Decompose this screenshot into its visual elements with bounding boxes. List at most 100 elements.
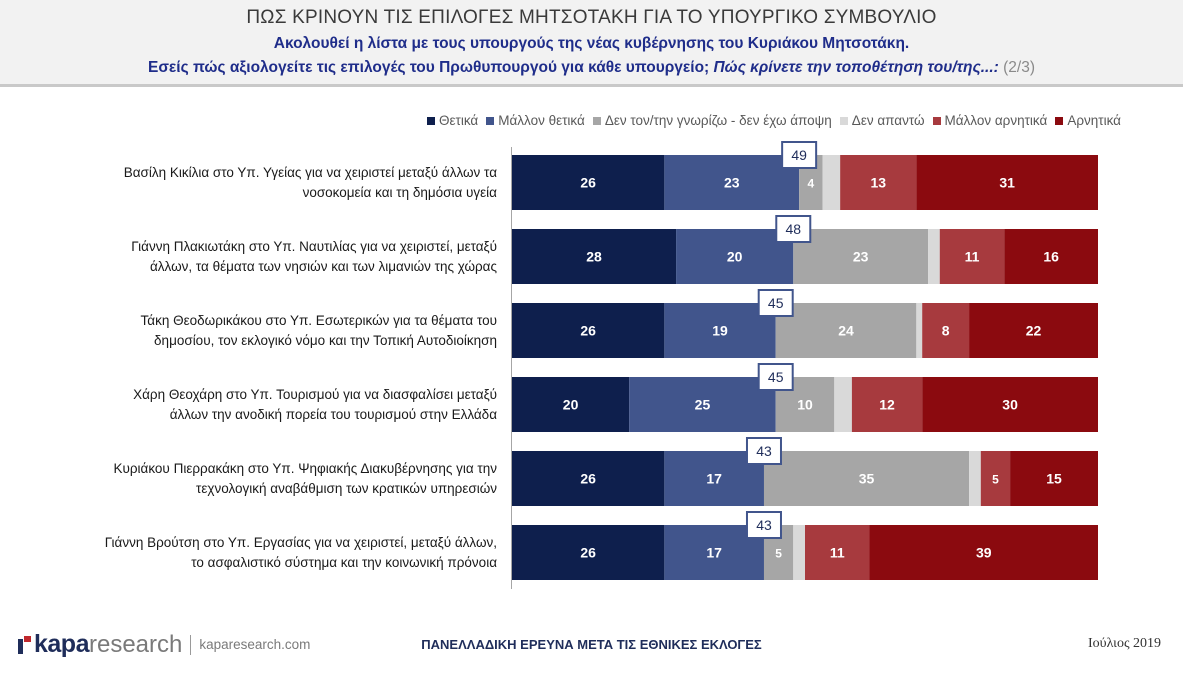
bar-segment-δεν-τον-την-γνωριζω-δεν-εχω-αποψη-row-1: [793, 229, 929, 284]
legend-label-3: Δεν απαντώ: [851, 113, 925, 128]
kapa-research-logo: kapa research kaparesearch.com: [18, 630, 310, 659]
category-label-4: Κυριάκου Πιερρακάκη στο Υπ. Ψηφιακής Δια…: [27, 459, 497, 499]
bar-segment-μαλλον-αρνητικα-row-4: [980, 451, 1011, 506]
positive-total-value: 45: [768, 295, 784, 311]
bar-segment-δεν-απαντω-row-0: [822, 155, 841, 210]
website-link[interactable]: kaparesearch.com: [199, 637, 311, 652]
legend-swatch-4: [932, 116, 941, 125]
legend-item-5: Αρνητικά: [1055, 113, 1121, 128]
positive-total-value: 48: [785, 221, 801, 237]
positive-total-callout: 45: [757, 363, 794, 391]
positive-total-value: 49: [791, 147, 807, 163]
positive-total-callout: 49: [781, 141, 818, 169]
legend-item-3: Δεν απαντώ: [839, 113, 925, 128]
positive-total-box: [757, 289, 794, 317]
bar-segment-δεν-απαντω-row-4: [969, 451, 981, 506]
logo-divider: [190, 634, 192, 655]
legend-swatch-2: [592, 116, 601, 125]
footer: kapa research kaparesearch.com ΠΑΝΕΛΛΑΔΙ…: [0, 620, 1183, 675]
survey-date: Ιούλιος 2019: [1087, 636, 1161, 651]
positive-total-box: [781, 141, 818, 169]
header: ΠΩΣ ΚΡΙΝΟΥΝ ΤΙΣ ΕΠΙΛΟΓΕΣ ΜΗΤΣΟΤΑΚΗ ΓΙΑ Τ…: [0, 0, 1183, 87]
legend-item-1: Μάλλον θετικά: [486, 113, 585, 128]
category-label-line: Γιάννη Βρούτση στο Υπ. Εργασίας για να χ…: [104, 534, 497, 550]
positive-total-callout: 43: [745, 437, 782, 465]
positive-total-box: [745, 437, 782, 465]
bar-segment-δεν-απαντω-row-3: [834, 377, 852, 432]
data-label: 11: [965, 249, 980, 265]
legend-item-2: Δεν τον/την γνωρίζω - δεν έχω άποψη: [592, 113, 832, 128]
bar-segment-θετικα-row-5: [512, 525, 665, 580]
bar-segment-δεν-τον-την-γνωριζω-δεν-εχω-αποψη-row-2: [775, 303, 917, 358]
category-label-2: Τάκη Θεοδωρικάκου στο Υπ. Εσωτερικών για…: [27, 311, 497, 351]
data-label: 26: [580, 471, 596, 487]
data-label: 35: [859, 471, 875, 487]
category-label-1: Γιάννη Πλακιωτάκη στο Υπ. Ναυτιλίας για …: [27, 237, 497, 277]
legend-item-0: Θετικά: [426, 113, 478, 128]
bar-segment-θετικα-row-3: [512, 377, 630, 432]
category-label-line: Τάκη Θεοδωρικάκου στο Υπ. Εσωτερικών για…: [140, 312, 497, 328]
bar-segment-δεν-απαντω-row-2: [916, 303, 923, 358]
data-label: 20: [727, 249, 743, 265]
page-indicator: (2/3): [1003, 59, 1035, 76]
positive-total-callout: 45: [757, 289, 794, 317]
data-label: 11: [830, 545, 845, 561]
survey-caption: ΠΑΝΕΛΛΑΔΙΚΗ ΕΡΕΥΝΑ ΜΕΤΑ ΤΙΣ ΕΘΝΙΚΕΣ ΕΚΛΟ…: [421, 637, 762, 652]
data-label: 4: [808, 177, 815, 191]
data-label: 22: [1026, 323, 1042, 339]
data-label: 26: [580, 545, 596, 561]
bar-segment-μαλλον-θετικα-row-3: [629, 377, 776, 432]
category-label-line: Γιάννη Πλακιωτάκη στο Υπ. Ναυτιλίας για …: [131, 238, 497, 254]
bar-segment-μαλλον-αρνητικα-row-1: [939, 229, 1005, 284]
bar-segment-δεν-απαντω-row-5: [793, 525, 805, 580]
bar-segment-αρνητικα-row-3: [922, 377, 1098, 432]
bar-segment-θετικα-row-0: [512, 155, 665, 210]
legend-swatch-5: [1055, 116, 1064, 125]
legend-label-2: Δεν τον/την γνωρίζω - δεν έχω άποψη: [604, 113, 832, 128]
category-label-5: Γιάννη Βρούτση στο Υπ. Εργασίας για να χ…: [27, 533, 497, 573]
category-label-line: Βασίλη Κικίλια στο Υπ. Υγείας για να χει…: [123, 164, 497, 180]
data-label: 20: [563, 397, 579, 413]
category-label-line: άλλων, τα θέματα των νησιών και των λιμα…: [149, 258, 497, 274]
legend-swatch-1: [486, 116, 495, 125]
bar-segment-μαλλον-αρνητικα-row-0: [840, 155, 917, 210]
logo-brand-bold: kapa: [34, 630, 89, 658]
bar-segment-αρνητικα-row-0: [916, 155, 1098, 210]
data-label: 23: [724, 175, 740, 191]
data-label: 13: [870, 175, 886, 191]
bar-segment-αρνητικα-row-5: [869, 525, 1098, 580]
category-label-3: Χάρη Θεοχάρη στο Υπ. Τουρισμού για να δι…: [27, 385, 497, 425]
bar-segment-μαλλον-θετικα-row-2: [664, 303, 776, 358]
category-label-line: το ασφαλιστικό σύστημα και την κοινωνική…: [191, 554, 497, 570]
category-label-0: Βασίλη Κικίλια στο Υπ. Υγείας για να χει…: [27, 163, 497, 203]
bar-segment-αρνητικα-row-4: [1010, 451, 1098, 506]
subtitle-question-italic: Πώς κρίνετε την τοποθέτηση του/της...:: [713, 59, 999, 76]
bar-segment-θετικα-row-1: [512, 229, 677, 284]
data-label: 5: [775, 547, 782, 561]
chart-legend: Θετικά Μάλλον θετικά Δεν τον/την γνωρίζω -…: [426, 113, 1121, 128]
data-label: 5: [992, 473, 999, 487]
data-label: 23: [853, 249, 869, 265]
subtitle-question-plain: Εσείς πώς αξιολογείτε τις επιλογές του Π…: [147, 59, 710, 76]
legend-label-1: Μάλλον θετικά: [498, 113, 585, 128]
bar-segment-μαλλον-αρνητικα-row-3: [851, 377, 923, 432]
bar-segment-μαλλον-αρνητικα-row-5: [805, 525, 870, 580]
data-label: 10: [797, 397, 813, 413]
data-label: 39: [976, 545, 992, 561]
bar-segment-μαλλον-θετικα-row-1: [676, 229, 794, 284]
category-label-line: δημοσίου, τον εκλογικό νόμο και την Τοπι…: [154, 332, 497, 348]
data-label: 16: [1043, 249, 1059, 265]
data-label: 15: [1046, 471, 1062, 487]
positive-total-box: [775, 215, 812, 243]
data-label: 31: [999, 175, 1015, 191]
data-label: 24: [838, 323, 854, 339]
bar-segment-μαλλον-αρνητικα-row-2: [922, 303, 970, 358]
bar-segment-θετικα-row-4: [512, 451, 665, 506]
data-label: 30: [1002, 397, 1018, 413]
category-label-line: τεχνολογική αναβάθμιση των κρατικών υπηρ…: [196, 480, 497, 496]
legend-label-4: Μάλλον αρνητικά: [944, 113, 1048, 128]
data-label: 26: [580, 323, 596, 339]
positive-total-callout: 48: [775, 215, 812, 243]
positive-total-box: [757, 363, 794, 391]
bar-segment-δεν-τον-την-γνωριζω-δεν-εχω-αποψη-row-4: [763, 451, 970, 506]
